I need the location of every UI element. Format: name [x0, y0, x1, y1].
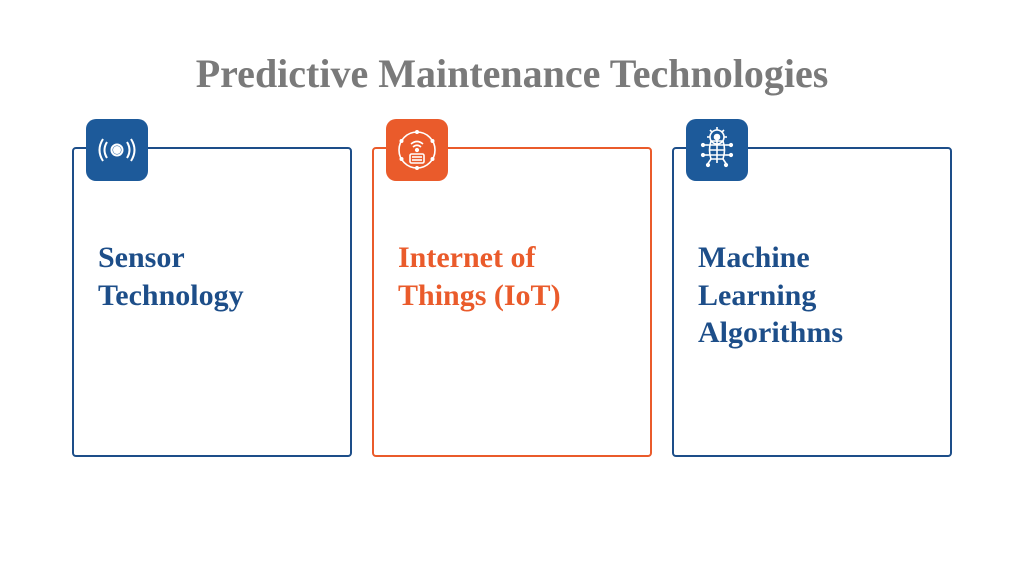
- card-sensor: Sensor Technology: [72, 147, 352, 457]
- card-row: Sensor Technology: [70, 147, 954, 457]
- card-title-iot: Internet of Things (IoT): [398, 239, 626, 314]
- ml-icon: [686, 119, 748, 181]
- card-ml: Machine Learning Algorithms: [672, 147, 952, 457]
- iot-icon: [386, 119, 448, 181]
- card-title-ml: Machine Learning Algorithms: [698, 239, 926, 352]
- page-title: Predictive Maintenance Technologies: [70, 50, 954, 97]
- card-title-sensor: Sensor Technology: [98, 239, 326, 314]
- card-iot: Internet of Things (IoT): [372, 147, 652, 457]
- sensor-icon: [86, 119, 148, 181]
